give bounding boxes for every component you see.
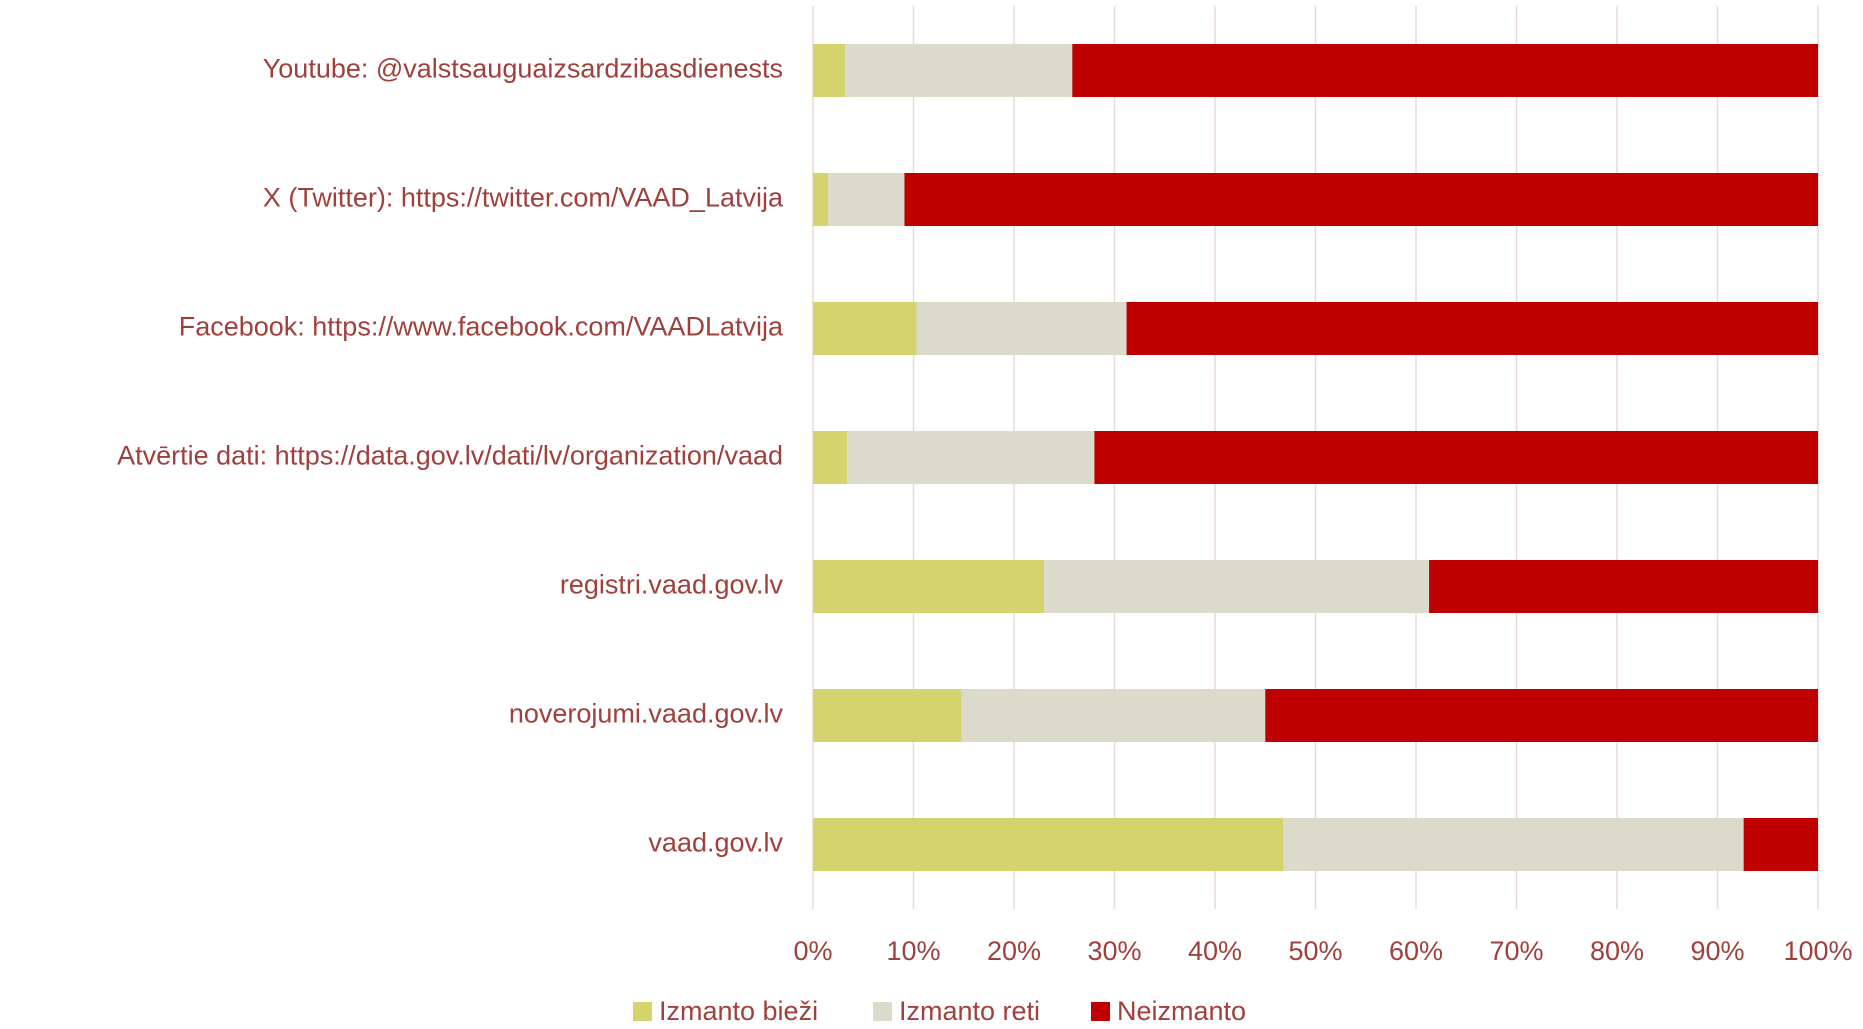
bar-segment	[1283, 818, 1744, 871]
y-tick-label: Facebook: https://www.facebook.com/VAADL…	[179, 312, 784, 342]
bar-segment	[813, 173, 829, 226]
legend-swatch	[1091, 1002, 1110, 1021]
bar-segment	[813, 44, 846, 97]
bar-segment	[847, 431, 1095, 484]
bar-segment	[828, 173, 905, 226]
bar-segment	[813, 302, 917, 355]
bar-segment	[1072, 44, 1818, 97]
bar-segment	[1429, 560, 1818, 613]
bar-segment	[1265, 689, 1818, 742]
y-tick-label: noverojumi.vaad.gov.lv	[509, 699, 784, 729]
y-tick-label: vaad.gov.lv	[648, 828, 783, 858]
x-tick-label: 90%	[1690, 936, 1744, 966]
x-tick-label: 60%	[1389, 936, 1443, 966]
bar-segment	[813, 818, 1284, 871]
x-tick-label: 80%	[1590, 936, 1644, 966]
bar-segment	[813, 560, 1045, 613]
legend-swatch	[633, 1002, 652, 1021]
y-tick-label: registri.vaad.gov.lv	[560, 570, 784, 600]
x-tick-label: 40%	[1188, 936, 1242, 966]
bar-segment	[845, 44, 1073, 97]
bar-segment	[813, 431, 848, 484]
x-tick-label: 0%	[793, 936, 832, 966]
legend-label: Izmanto reti	[899, 996, 1040, 1026]
x-tick-label: 20%	[987, 936, 1041, 966]
x-tick-label: 70%	[1489, 936, 1543, 966]
bar-segment	[904, 173, 1818, 226]
bar-segment	[1094, 431, 1818, 484]
x-tick-label: 100%	[1783, 936, 1852, 966]
legend-swatch	[873, 1002, 892, 1021]
x-tick-label: 10%	[886, 936, 940, 966]
bar-segment	[1126, 302, 1818, 355]
bar-segment	[916, 302, 1127, 355]
legend-label: Neizmanto	[1117, 996, 1246, 1026]
y-tick-label: Youtube: @valstsauguaizsardzibasdienests	[263, 54, 783, 84]
x-tick-label: 50%	[1288, 936, 1342, 966]
bar-segment	[1743, 818, 1818, 871]
x-tick-label: 30%	[1087, 936, 1141, 966]
bar-segment	[813, 689, 962, 742]
y-tick-label: X (Twitter): https://twitter.com/VAAD_La…	[263, 183, 784, 213]
y-tick-label: Atvērtie dati: https://data.gov.lv/dati/…	[117, 441, 783, 471]
bar-segment	[1044, 560, 1430, 613]
legend-label: Izmanto bieži	[659, 996, 818, 1026]
bar-segment	[961, 689, 1266, 742]
